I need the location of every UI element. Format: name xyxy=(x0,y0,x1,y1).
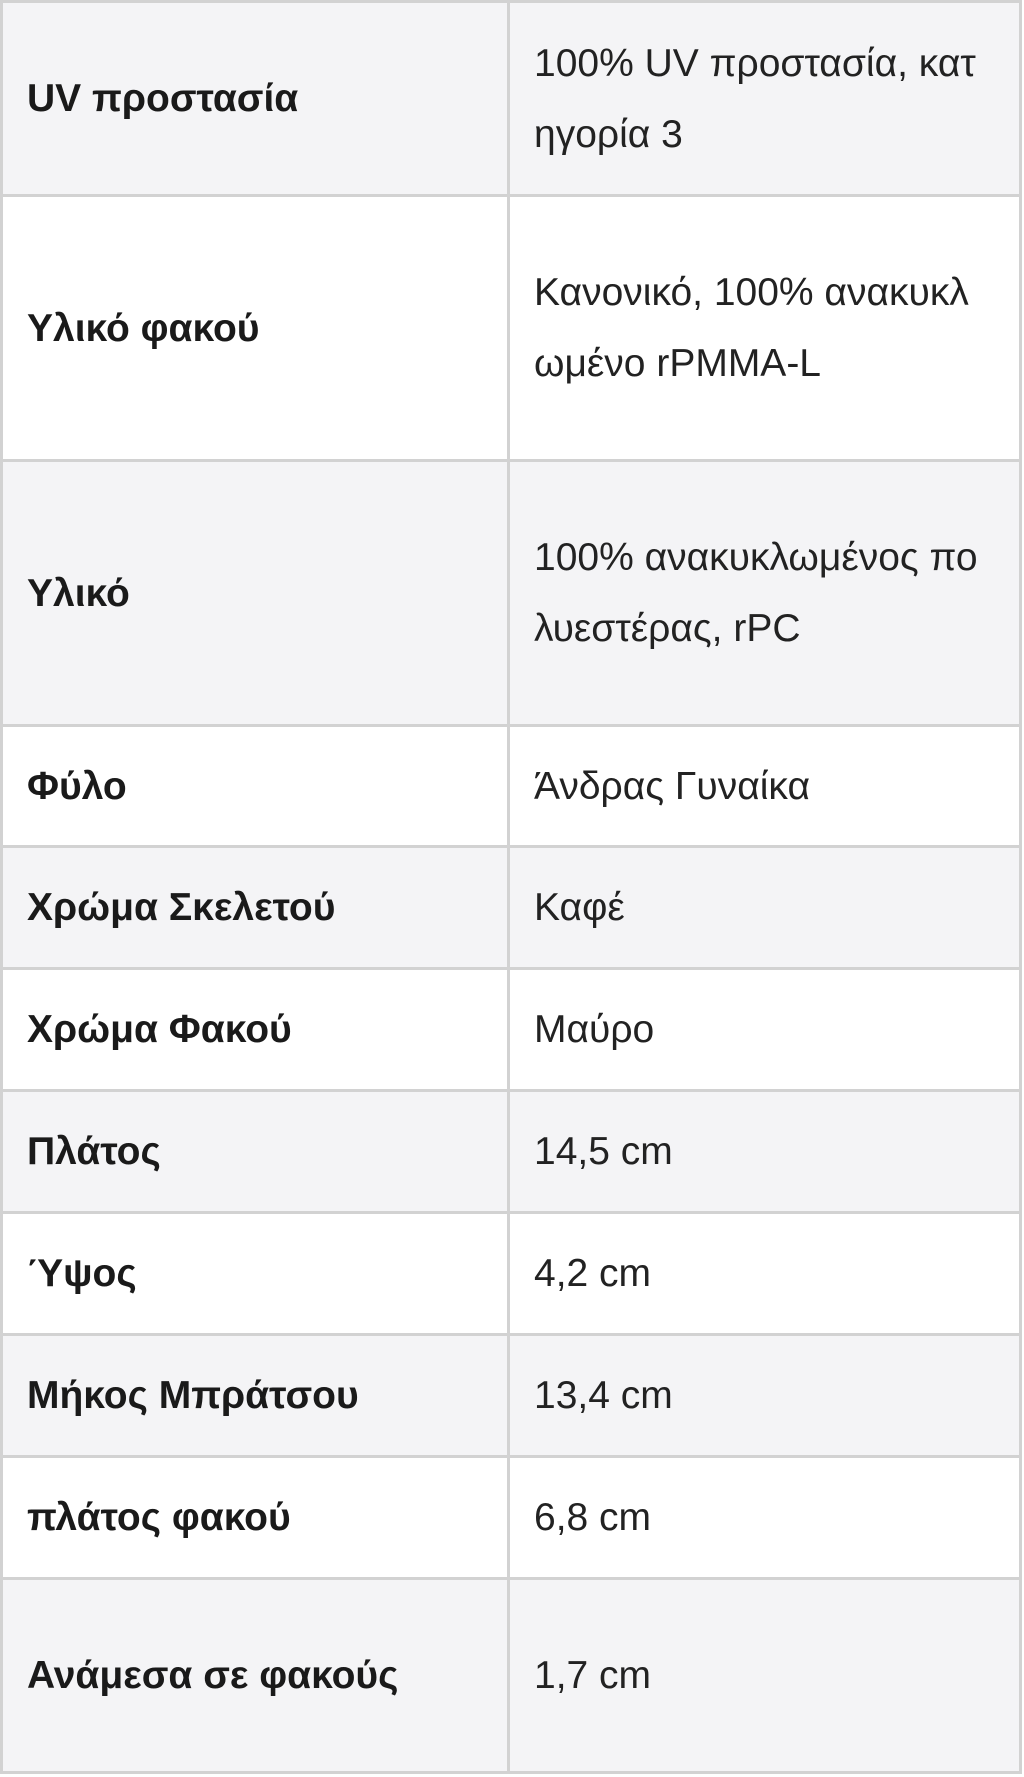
table-row: Φύλο Άνδρας Γυναίκα xyxy=(0,724,1022,848)
spec-value: Καφέ xyxy=(507,845,1022,970)
spec-label: Πλάτος xyxy=(0,1089,510,1214)
table-row: Μήκος Μπράτσου 13,4 cm xyxy=(0,1333,1022,1458)
spec-label: Ανάμεσα σε φακούς xyxy=(0,1577,510,1774)
spec-value: Άνδρας Γυναίκα xyxy=(507,724,1022,848)
table-row: Χρώμα Φακού Μαύρο xyxy=(0,967,1022,1092)
spec-value: 100% UV προστασία, κατηγορία 3 xyxy=(507,0,1022,197)
spec-value: 1,7 cm xyxy=(507,1577,1022,1774)
spec-value: Μαύρο xyxy=(507,967,1022,1092)
spec-value: 13,4 cm xyxy=(507,1333,1022,1458)
table-row: Ύψος 4,2 cm xyxy=(0,1211,1022,1336)
table-row: Υλικό φακού Κανονικό, 100% ανακυκλωμένο … xyxy=(0,194,1022,462)
spec-value: Κανονικό, 100% ανακυκλωμένο rPMMA-L xyxy=(507,194,1022,462)
table-row: Ανάμεσα σε φακούς 1,7 cm xyxy=(0,1577,1022,1774)
spec-label: Χρώμα Σκελετού xyxy=(0,845,510,970)
spec-value: 100% ανακυκλωμένος πολυεστέρας, rPC xyxy=(507,459,1022,727)
table-row: πλάτος φακού 6,8 cm xyxy=(0,1455,1022,1580)
spec-label: πλάτος φακού xyxy=(0,1455,510,1580)
spec-value: 6,8 cm xyxy=(507,1455,1022,1580)
table-row: Υλικό 100% ανακυκλωμένος πολυεστέρας, rP… xyxy=(0,459,1022,727)
table-row: UV προστασία 100% UV προστασία, κατηγορί… xyxy=(0,0,1022,197)
table-row: Πλάτος 14,5 cm xyxy=(0,1089,1022,1214)
table-row: Χρώμα Σκελετού Καφέ xyxy=(0,845,1022,970)
spec-label: Χρώμα Φακού xyxy=(0,967,510,1092)
spec-label: UV προστασία xyxy=(0,0,510,197)
spec-value: 14,5 cm xyxy=(507,1089,1022,1214)
spec-label: Υλικό φακού xyxy=(0,194,510,462)
spec-label: Υλικό xyxy=(0,459,510,727)
spec-value: 4,2 cm xyxy=(507,1211,1022,1336)
spec-label: Μήκος Μπράτσου xyxy=(0,1333,510,1458)
spec-label: Φύλο xyxy=(0,724,510,848)
spec-label: Ύψος xyxy=(0,1211,510,1336)
